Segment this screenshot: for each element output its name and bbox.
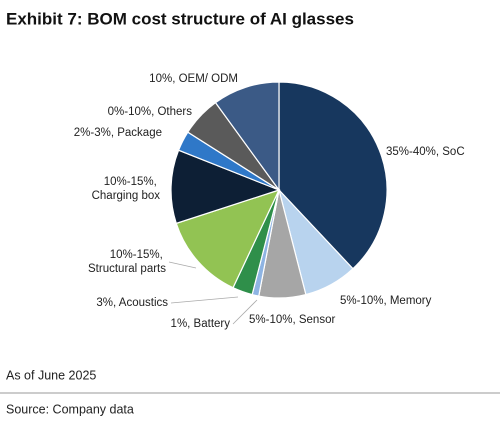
footnote: As of June 2025 — [6, 368, 96, 382]
pie-slice — [170, 149, 281, 225]
slice-label: 10%-15%, Charging box — [92, 176, 161, 202]
slice-label: 10%, OEM/ ODM — [149, 73, 238, 85]
slice-label: 2%-3%, Package — [74, 127, 162, 139]
leader-line — [168, 261, 197, 269]
pie-slice — [175, 189, 281, 289]
slice-label: 35%-40%, SoC — [386, 146, 465, 158]
source: Source: Company data — [6, 402, 134, 416]
slice-label: 3%, Acoustics — [96, 297, 168, 309]
slice-label: 0%-10%, Others — [108, 106, 193, 118]
pie-slice — [278, 81, 388, 270]
chart-title: Exhibit 7: BOM cost structure of AI glas… — [6, 9, 354, 28]
leader-line — [170, 296, 239, 304]
slice-label: 1%, Battery — [171, 318, 231, 330]
pie-slice — [214, 81, 280, 192]
slice-label: 10%-15%, Structural parts — [88, 249, 166, 275]
slice-label: 5%-10%, Memory — [340, 295, 432, 307]
slice-label: 5%-10%, Sensor — [249, 314, 335, 326]
leader-line — [232, 299, 258, 325]
